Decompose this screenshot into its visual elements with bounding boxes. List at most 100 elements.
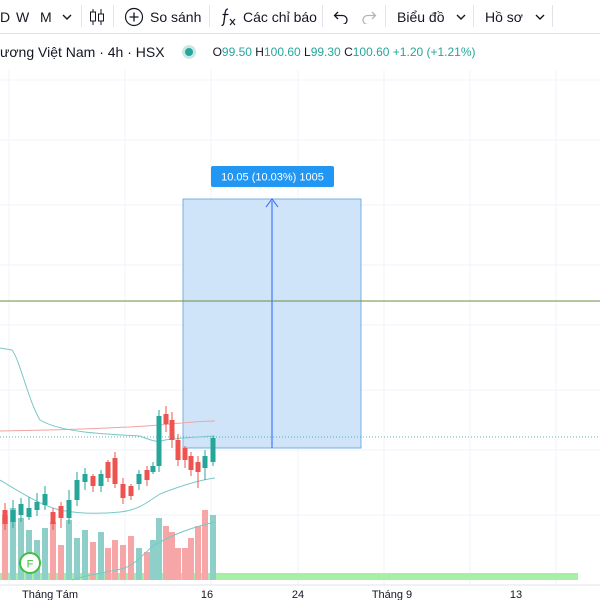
volume-bar	[105, 548, 111, 580]
volume-bar	[202, 510, 208, 580]
candlestick-series	[2, 406, 216, 530]
moving-average-line	[0, 420, 216, 432]
toolbar-divider	[552, 5, 553, 27]
candle-body	[42, 494, 48, 505]
indicators-label: Các chỉ báo	[243, 8, 317, 25]
close-value: 100.60	[352, 45, 390, 59]
candle-body	[74, 480, 80, 500]
candle-body	[156, 416, 162, 466]
volume-bar	[120, 545, 126, 580]
candle-body	[202, 456, 208, 468]
toolbar-divider	[81, 5, 82, 27]
toolbar-divider	[322, 5, 323, 27]
candle-body	[188, 456, 194, 470]
change-value: +1.20 (+1.21%)	[392, 45, 476, 59]
candle-body	[112, 458, 118, 484]
profile-menu-button[interactable]: Hồ sơ	[485, 0, 545, 33]
volume-bar	[50, 522, 56, 580]
candle-body	[163, 414, 169, 424]
candle-body	[169, 420, 175, 440]
time-axis-label: Tháng 9	[372, 589, 412, 600]
toolbar-divider	[113, 5, 114, 27]
candle-body	[58, 506, 64, 518]
plus-circle-icon	[124, 7, 144, 26]
bollinger-lower-band	[0, 477, 216, 514]
profile-menu-label: Hồ sơ	[485, 8, 523, 25]
price-chart[interactable]: 10.05 (10.03%) 1005 F Tháng Tám 16 24 Tháng…	[0, 33, 600, 600]
chart-menu-button[interactable]: Biểu đồ	[397, 0, 466, 33]
interval-dropdown-button[interactable]	[62, 0, 72, 33]
earnings-marker-label: F	[27, 559, 34, 571]
volume-bar	[175, 548, 181, 580]
market-status-dot	[184, 48, 193, 56]
measure-tool[interactable]: 10.05 (10.03%) 1005	[182, 166, 362, 449]
low-label: L	[304, 45, 311, 59]
redo-icon	[362, 11, 377, 24]
volume-bar	[163, 526, 169, 580]
volume-bar	[10, 508, 16, 580]
earnings-band	[0, 573, 578, 580]
toolbar-divider	[209, 5, 210, 27]
volume-bar	[66, 520, 72, 580]
candle-body	[34, 502, 40, 510]
low-value: 99.30	[310, 45, 341, 59]
top-toolbar: D W M So sánh Các chỉ báo	[0, 0, 600, 34]
time-axis-label: Tháng Tám	[22, 589, 78, 600]
chevron-down-icon	[456, 14, 466, 20]
measure-label-text: 10.05 (10.03%) 1005	[221, 172, 324, 184]
chart-type-button[interactable]	[88, 0, 106, 33]
volume-bar	[144, 552, 150, 580]
interval-m-label: M	[40, 8, 52, 25]
candle-body	[105, 462, 111, 478]
open-label: O	[212, 45, 222, 59]
volume-ma-line	[71, 521, 216, 581]
candle-body	[128, 486, 134, 496]
volume-bar	[128, 536, 134, 580]
volume-bar	[98, 532, 104, 580]
volume-bar	[74, 538, 80, 580]
interval-w-button[interactable]: W	[16, 0, 29, 33]
undo-icon	[333, 11, 348, 24]
arrow-up-icon	[265, 198, 279, 208]
candle-body	[26, 508, 32, 517]
candle-body	[82, 474, 88, 482]
measure-label-bg	[211, 166, 334, 187]
compare-button[interactable]: So sánh	[124, 0, 201, 33]
volume-bar	[18, 518, 24, 580]
candle-body	[182, 448, 188, 460]
close-label: C	[344, 45, 353, 59]
compare-label: So sánh	[150, 8, 202, 25]
open-value: 99.50	[221, 45, 252, 59]
fx-icon	[221, 7, 236, 26]
time-axis-label: 16	[201, 589, 213, 600]
chevron-down-icon	[535, 14, 545, 20]
redo-button[interactable]	[361, 0, 377, 33]
candle-body	[98, 474, 104, 486]
candle-body	[10, 510, 16, 522]
symbol-title[interactable]: ương Việt Nam · 4h · HSX	[0, 44, 165, 60]
volume-bar	[210, 515, 216, 580]
volume-bar	[42, 528, 48, 580]
interval-d-button[interactable]: D	[0, 0, 10, 33]
time-axis-label: 13	[510, 589, 522, 600]
chevron-down-icon	[62, 14, 72, 20]
volume-bar	[90, 542, 96, 580]
volume-bar	[58, 545, 64, 580]
volume-bar	[136, 548, 142, 580]
candle-body	[50, 512, 56, 524]
earnings-marker[interactable]: F	[19, 552, 41, 574]
candle-body	[195, 462, 201, 472]
undo-button[interactable]	[333, 0, 349, 33]
high-value: 100.60	[263, 45, 301, 59]
candle-body	[144, 470, 150, 480]
candlestick-icon	[90, 8, 104, 25]
candle-body	[136, 474, 142, 484]
volume-bar	[169, 532, 175, 580]
candle-body	[18, 504, 24, 515]
indicators-button[interactable]: Các chỉ báo	[220, 0, 317, 33]
interval-d-label: D	[0, 8, 11, 25]
volume-bar	[188, 538, 194, 580]
time-axis: Tháng Tám 16 24 Tháng 9 13	[0, 584, 600, 600]
candle-body	[210, 438, 216, 462]
interval-m-button[interactable]: M	[40, 0, 52, 33]
